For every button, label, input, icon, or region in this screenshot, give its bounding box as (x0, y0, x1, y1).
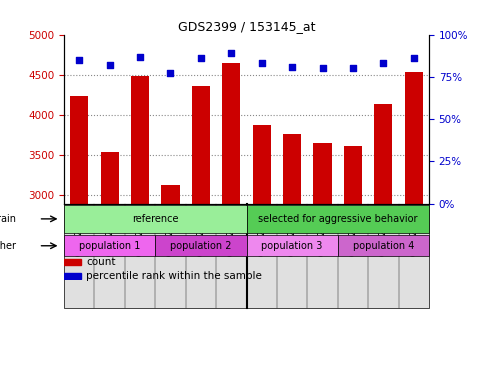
Point (106, 62, 113, 68)
Bar (246, 235, 338, 256)
Title: GDS2399 / 153145_at: GDS2399 / 153145_at (178, 20, 315, 33)
Text: reference: reference (132, 214, 178, 224)
Bar (70, 96, 88, 204)
Bar (314, 143, 332, 204)
Point (318, 65, 326, 71)
Point (349, 65, 357, 71)
Bar (64, 273, 80, 279)
Text: percentile rank within the sample: percentile rank within the sample (86, 271, 262, 281)
Bar (64, 205, 246, 233)
Text: strain: strain (0, 214, 17, 224)
Text: population 3: population 3 (261, 241, 323, 251)
Bar (64, 259, 80, 265)
Point (227, 50, 235, 56)
Bar (131, 76, 149, 204)
Point (136, 53, 144, 60)
Bar (64, 235, 155, 256)
Bar (252, 125, 271, 204)
Bar (338, 235, 429, 256)
Bar (222, 63, 241, 204)
Text: population 2: population 2 (170, 241, 232, 251)
Point (288, 64, 296, 70)
Bar (283, 134, 301, 204)
Bar (192, 86, 210, 204)
Bar (246, 205, 429, 233)
Point (197, 55, 205, 61)
Point (380, 60, 387, 66)
Point (75, 57, 83, 63)
Bar (161, 185, 179, 204)
Point (167, 70, 175, 76)
Bar (155, 235, 246, 256)
Text: population 1: population 1 (79, 241, 141, 251)
Point (410, 55, 418, 61)
Bar (64, 204, 429, 308)
Text: other: other (0, 241, 17, 251)
Bar (405, 71, 423, 204)
Point (258, 60, 266, 66)
Text: selected for aggressive behavior: selected for aggressive behavior (258, 214, 418, 224)
Text: population 4: population 4 (352, 241, 414, 251)
Bar (344, 146, 362, 204)
Text: count: count (86, 257, 115, 267)
Bar (101, 152, 119, 204)
Bar (374, 104, 392, 204)
